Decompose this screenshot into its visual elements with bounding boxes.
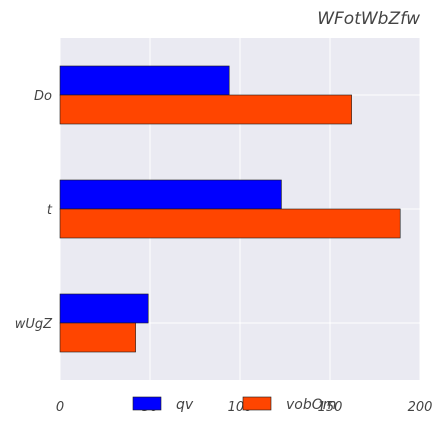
legend: qv vobOm [132, 396, 336, 413]
legend-label-qv: qv [176, 397, 194, 413]
chart-title: WFotWbZfw [317, 9, 420, 29]
legend-label-vobOm: vobOm [286, 397, 336, 413]
legend-swatch-vobOm [242, 396, 272, 411]
bar-qv-wUgZ [59, 293, 149, 324]
legend-swatch-qv [132, 396, 162, 411]
bar-qv-t [59, 179, 282, 210]
x-tick-label: 0 [56, 400, 64, 415]
y-tick-label: wUgZ [15, 317, 53, 332]
x-tick-label: 150 [318, 400, 343, 415]
bar-vobOm-Do [59, 94, 352, 125]
bar-vobOm-wUgZ [59, 322, 136, 353]
bar-vobOm-t [59, 208, 401, 239]
x-tick-label: 200 [408, 400, 433, 415]
y-tick-label: t [47, 203, 53, 218]
y-tick-label: Do [34, 89, 52, 104]
bars [59, 65, 401, 353]
y-tick-labels: Do t wUgZ [15, 89, 53, 332]
bar-qv-Do [59, 65, 230, 96]
